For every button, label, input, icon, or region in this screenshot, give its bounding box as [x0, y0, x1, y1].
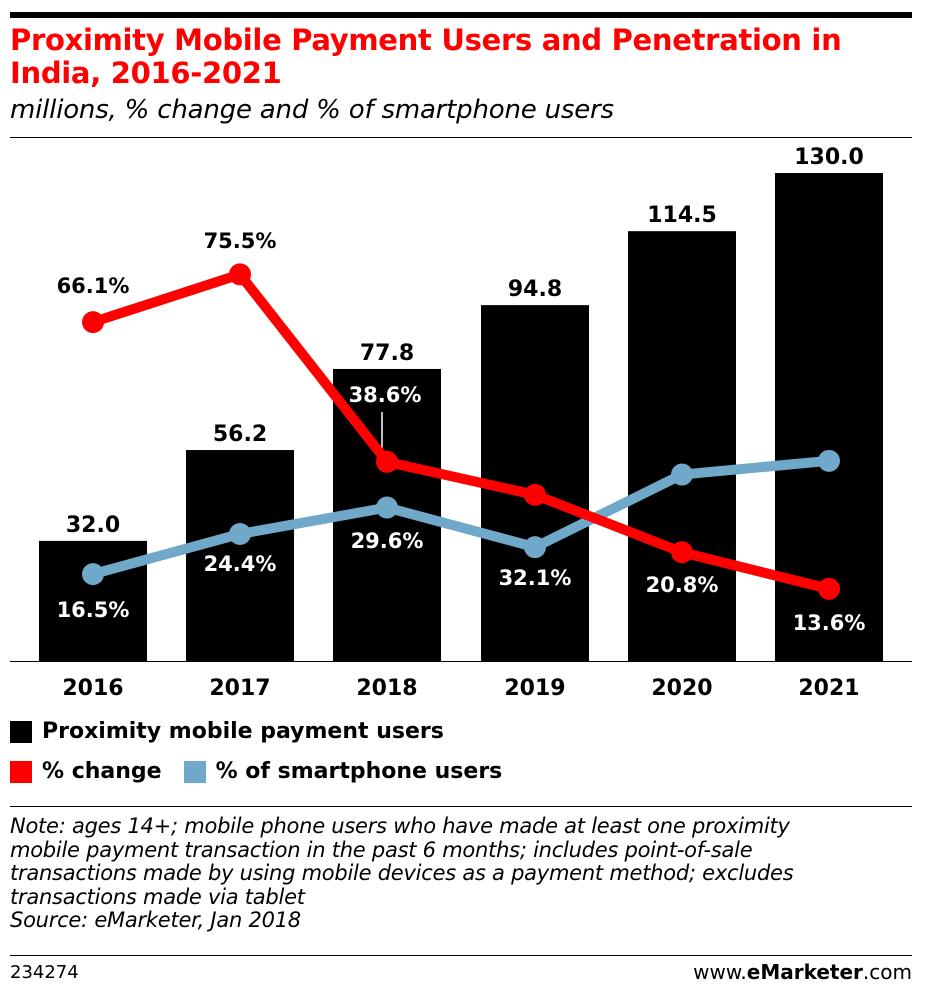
- note-line: mobile payment transaction in the past 6…: [10, 837, 753, 862]
- smartphone-point-2016: [82, 563, 104, 586]
- x-tick-2020: 2020: [651, 676, 712, 701]
- smartphone-point-2021: [818, 449, 840, 472]
- bar-label-2019: 94.8: [508, 277, 562, 302]
- x-tick-2017: 2017: [209, 676, 270, 701]
- legend-swatch-change: [10, 761, 32, 783]
- change-point-2017: [229, 263, 251, 286]
- bar-label-2017: 56.2: [213, 422, 267, 447]
- change-label-2018: 38.6%: [349, 383, 422, 407]
- legend-label-smartphone: % of smartphone users: [215, 759, 503, 784]
- smartphone-point-2020: [671, 463, 693, 486]
- legend-row-2: % change % of smartphone users: [10, 759, 524, 785]
- chart-subtitle: millions, % change and % of smartphone u…: [10, 95, 614, 125]
- legend-item-users: Proximity mobile payment users: [10, 719, 444, 745]
- legend-label-change: % change: [42, 759, 162, 784]
- change-label-2019: 32.1%: [499, 566, 572, 590]
- legend-swatch-users: [10, 721, 32, 743]
- bar-label-2016: 32.0: [66, 513, 120, 538]
- bar-label-2020: 114.5: [647, 203, 717, 228]
- chart-area: 32.0 56.2 77.8 94.8 114.5 130.0 2016 2017 2018 20…: [10, 145, 912, 701]
- brand-suffix: .com: [862, 960, 912, 984]
- note-block: Note: ages 14+; mobile phone users who h…: [10, 814, 915, 933]
- brand-name: eMarketer: [746, 960, 863, 984]
- legend-row-1: Proximity mobile payment users: [10, 719, 466, 745]
- bar-users-2017: [186, 450, 294, 661]
- change-label-2021: 13.6%: [793, 611, 866, 635]
- bar-users-2020: [628, 231, 736, 661]
- x-tick-2019: 2019: [504, 676, 565, 701]
- x-tick-2021: 2021: [798, 676, 859, 701]
- smartphone-point-2017: [229, 522, 251, 545]
- change-point-2021: [818, 577, 840, 600]
- bar-label-2018: 77.8: [360, 341, 414, 366]
- change-point-2020: [671, 541, 693, 564]
- x-tick-2018: 2018: [356, 676, 417, 701]
- legend-item-change: % change: [10, 759, 162, 785]
- smartphone-point-2018: [376, 496, 398, 519]
- footer-divider: [10, 955, 912, 956]
- legend-item-smartphone: % of smartphone users: [183, 759, 503, 785]
- change-point-2016: [82, 311, 104, 334]
- change-point-2018: [376, 450, 398, 473]
- brand-url: www.eMarketer.com: [693, 960, 912, 984]
- bar-label-2021: 130.0: [794, 145, 864, 170]
- note-line: transactions made by using mobile device…: [10, 861, 794, 885]
- note-line: Note: ages 14+; mobile phone users who h…: [10, 814, 790, 838]
- source-line: Source: eMarketer, Jan 2018: [10, 908, 301, 932]
- change-point-2019: [524, 483, 546, 506]
- chart-id: 234274: [10, 962, 79, 983]
- x-tick-2016: 2016: [62, 676, 123, 701]
- change-label-2020: 20.8%: [646, 573, 719, 597]
- brand-prefix: www.: [693, 960, 747, 984]
- legend-swatch-smartphone: [183, 761, 206, 783]
- change-label-2016: 66.1%: [57, 274, 130, 298]
- smartphone-label-2019: 21.8%: [499, 452, 572, 476]
- note-line: transactions made via tablet: [10, 884, 305, 909]
- legend-label-users: Proximity mobile payment users: [42, 719, 444, 744]
- smartphone-line: [88, 455, 834, 580]
- smartphone-label-2016: 16.5%: [57, 598, 130, 622]
- change-line: [88, 269, 834, 594]
- top-rule: [10, 12, 912, 18]
- change-label-2017: 75.5%: [204, 229, 277, 253]
- smartphone-label-2017: 24.4%: [204, 552, 277, 576]
- smartphone-label-2020: 36.1%: [646, 430, 719, 454]
- smartphone-label-2018: 29.6%: [351, 529, 424, 553]
- smartphone-point-2019: [524, 536, 546, 559]
- note-divider: [10, 806, 912, 807]
- title-divider: [10, 137, 912, 138]
- smartphone-label-2021: 38.8%: [793, 418, 866, 442]
- chart-title: Proximity Mobile Payment Users and Penet…: [10, 23, 842, 90]
